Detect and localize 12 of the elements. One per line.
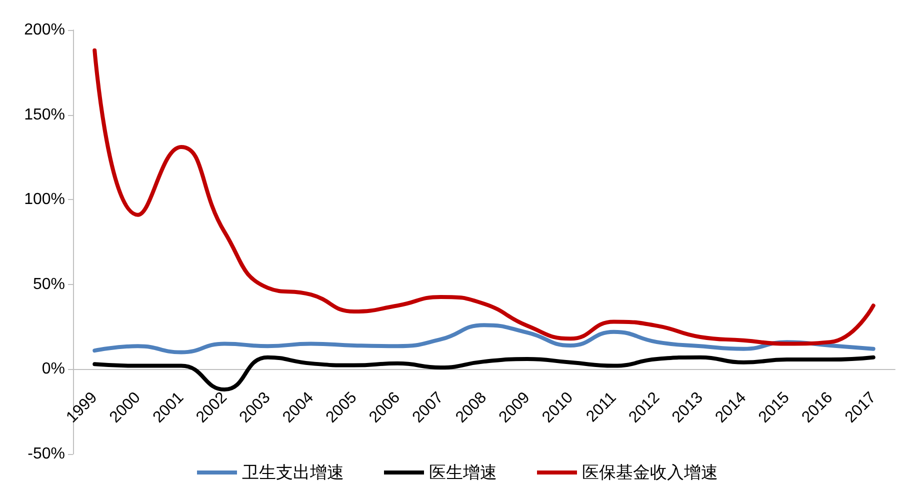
legend-label: 卫生支出增速 — [242, 463, 344, 482]
line-series — [92, 48, 876, 346]
legend-label: 医保基金收入增速 — [582, 463, 718, 482]
line-series — [92, 323, 876, 354]
y-tick-label: 200% — [24, 22, 65, 38]
legend-label: 医生增速 — [429, 463, 497, 482]
y-tick-label: 50% — [32, 276, 65, 293]
line-series — [92, 355, 876, 392]
y-tick-label: 150% — [24, 106, 65, 124]
y-tick-label: -50% — [28, 446, 65, 462]
y-tick-label: 100% — [24, 191, 65, 208]
y-tick-label: 0% — [42, 360, 65, 378]
